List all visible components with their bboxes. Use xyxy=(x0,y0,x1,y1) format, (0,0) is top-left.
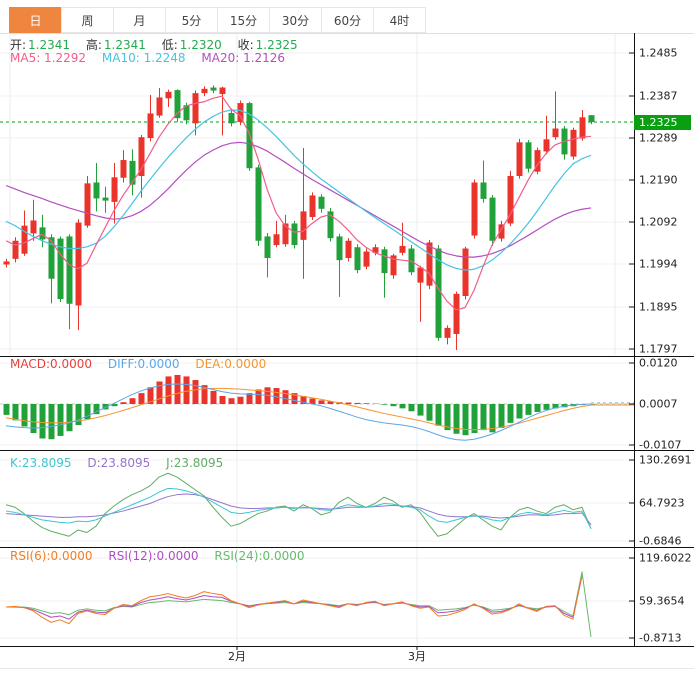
rsi6-value: RSI(6):0.0000 xyxy=(10,549,93,563)
y-axis-label-rsi: 59.3654 xyxy=(639,594,685,608)
tab-30min[interactable]: 30分 xyxy=(269,7,322,33)
y-axis-label-main: 1.1895 xyxy=(639,300,678,314)
y-axis-label-main: 1.1797 xyxy=(639,342,678,356)
low-label: 低: xyxy=(161,38,178,52)
macd-value: MACD:0.0000 xyxy=(10,357,93,371)
y-axis-label-main: 1.2190 xyxy=(639,173,678,187)
tab-month[interactable]: 月 xyxy=(113,7,166,33)
tab-day[interactable]: 日 xyxy=(9,7,62,33)
diff-value: DIFF:0.0000 xyxy=(107,357,180,371)
tab-4hour[interactable]: 4时 xyxy=(373,7,426,33)
y-axis-label-main: 1.2092 xyxy=(639,215,678,229)
j-value: J:23.8095 xyxy=(166,456,224,470)
y-axis-label-kdj: 130.2691 xyxy=(639,453,692,467)
current-price-tag: 1.2325 xyxy=(634,115,691,130)
close-label: 收: xyxy=(237,38,254,52)
tab-week[interactable]: 周 xyxy=(61,7,114,33)
tab-15min[interactable]: 15分 xyxy=(217,7,270,33)
ohlc-readout: 开: 1.2341 高: 1.2341 低: 1.2320 收: 1.2325 xyxy=(10,36,300,53)
open-label: 开: xyxy=(10,38,27,52)
open-value: 1.2341 xyxy=(28,38,71,52)
kdj-readout: K:23.8095 D:23.8095 J:23.8095 xyxy=(10,456,225,470)
low-value: 1.2320 xyxy=(179,38,222,52)
rsi12-value: RSI(12):0.0000 xyxy=(108,549,199,563)
ma20-value: MA20: 1.2126 xyxy=(201,51,286,65)
x-axis-month-label: 2月 xyxy=(228,650,246,663)
x-axis-month-label: 3月 xyxy=(408,650,426,663)
k-value: K:23.8095 xyxy=(10,456,72,470)
y-axis-label-main: 1.2485 xyxy=(639,46,678,60)
ma5-value: MA5: 1.2292 xyxy=(10,51,87,65)
y-axis-label-rsi: 119.6022 xyxy=(639,551,692,565)
y-axis-label-main: 1.2387 xyxy=(639,89,678,103)
y-axis-label-macd: 0.0007 xyxy=(639,397,678,411)
ma10-value: MA10: 1.2248 xyxy=(101,51,186,65)
y-axis-label-rsi: -0.8713 xyxy=(639,631,682,645)
timeframe-tabs: 日周月 5分 15分 30分 60分 4时 xyxy=(9,7,426,33)
macd-readout: MACD:0.0000 DIFF:0.0000 DEA:0.0000 xyxy=(10,357,268,371)
ma-readout: MA5: 1.2292 MA10: 1.2248 MA20: 1.2126 xyxy=(10,51,287,65)
tab-60min[interactable]: 60分 xyxy=(321,7,374,33)
y-axis-label-kdj: 64.7923 xyxy=(639,496,685,510)
y-axis-label-macd: 0.0120 xyxy=(639,356,678,370)
high-value: 1.2341 xyxy=(103,38,146,52)
rsi-readout: RSI(6):0.0000 RSI(12):0.0000 RSI(24):0.0… xyxy=(10,549,307,563)
high-label: 高: xyxy=(85,38,102,52)
d-value: D:23.8095 xyxy=(87,456,151,470)
y-axis-label-kdj: -0.6846 xyxy=(639,534,682,548)
tab-5min[interactable]: 5分 xyxy=(165,7,218,33)
y-axis-label-main: 1.1994 xyxy=(639,257,678,271)
y-axis-label-main: 1.2289 xyxy=(639,131,678,145)
close-value: 1.2325 xyxy=(255,38,298,52)
y-axis-label-macd: -0.0107 xyxy=(639,438,682,452)
rsi24-value: RSI(24):0.0000 xyxy=(214,549,305,563)
dea-value: DEA:0.0000 xyxy=(195,357,267,371)
